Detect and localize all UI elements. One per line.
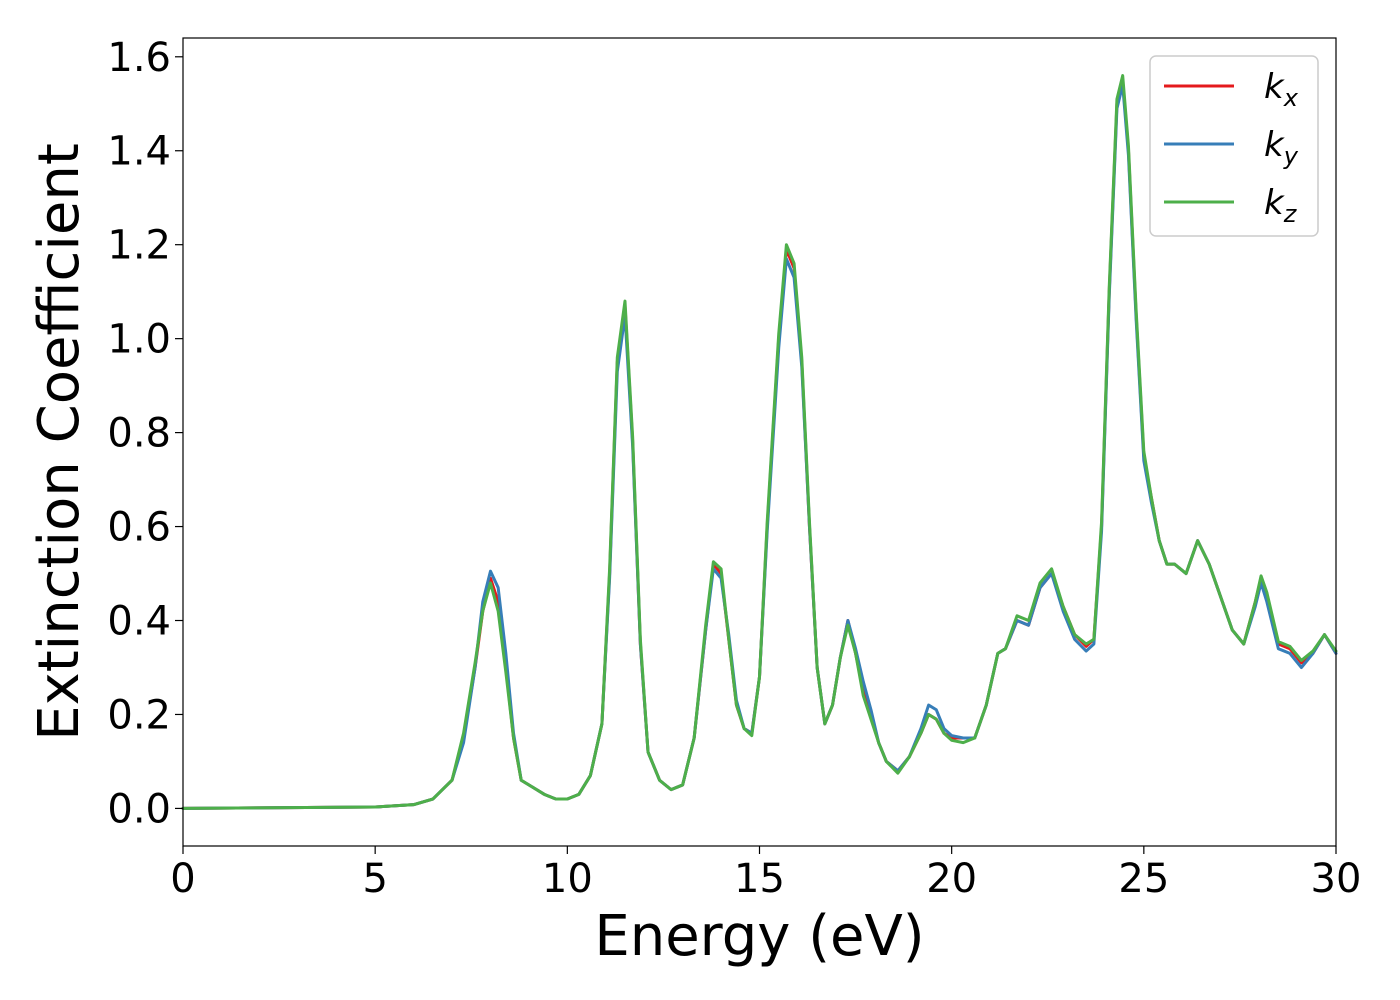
y-tick-label: 1.2 bbox=[107, 223, 171, 269]
x-tick-label: 20 bbox=[926, 856, 977, 902]
legend: kx ky kz bbox=[1149, 55, 1319, 237]
y-tick-label: 0.0 bbox=[107, 786, 171, 832]
legend-label-z: kz bbox=[1264, 183, 1298, 228]
x-axis-title: Energy (eV) bbox=[594, 904, 924, 969]
x-tick-label: 0 bbox=[170, 856, 195, 902]
series-lines bbox=[181, 74, 1338, 810]
y-tick-label: 1.6 bbox=[107, 35, 171, 81]
legend-box bbox=[1149, 55, 1319, 237]
x-tick-label: 25 bbox=[1118, 856, 1169, 902]
y-tick-label: 0.2 bbox=[107, 692, 171, 738]
legend-label-y: ky bbox=[1264, 125, 1299, 170]
series-line-z bbox=[181, 74, 1338, 810]
x-tick-label: 15 bbox=[734, 856, 785, 902]
y-axis-ticks: 0.0 0.2 0.4 0.6 0.8 1.0 1.2 1.4 1.6 bbox=[107, 35, 183, 832]
x-tick-label: 10 bbox=[542, 856, 593, 902]
y-tick-label: 0.8 bbox=[107, 411, 171, 457]
y-tick-label: 1.0 bbox=[107, 317, 171, 363]
y-tick-label: 0.4 bbox=[107, 599, 171, 645]
y-tick-label: 0.6 bbox=[107, 505, 171, 551]
x-tick-label: 30 bbox=[1311, 856, 1362, 902]
x-tick-label: 5 bbox=[362, 856, 387, 902]
y-axis-title: Extinction Coefficient bbox=[27, 143, 92, 741]
y-tick-label: 1.4 bbox=[107, 129, 171, 175]
x-axis-ticks: 0 5 10 15 20 25 30 bbox=[170, 846, 1361, 902]
legend-label-x: kx bbox=[1264, 67, 1299, 112]
